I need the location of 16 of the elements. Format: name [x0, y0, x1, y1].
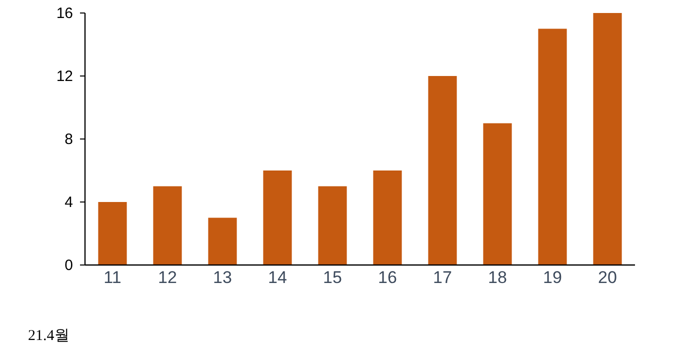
y-tick-label: 4 — [64, 194, 73, 211]
y-tick-label: 16 — [56, 5, 73, 22]
x-tick-label: 14 — [268, 268, 287, 287]
x-tick-label: 11 — [104, 268, 122, 287]
y-tick-label: 12 — [56, 68, 73, 85]
x-tick-label: 19 — [543, 268, 562, 287]
y-tick-label: 8 — [64, 131, 73, 148]
x-tick-label: 16 — [378, 268, 397, 287]
text: 21.4월 — [28, 328, 70, 344]
x-tick-label: 15 — [323, 268, 342, 287]
x-tick-label: 20 — [598, 268, 617, 287]
x-tick-label: 13 — [213, 268, 232, 287]
x-tick-label: 17 — [433, 268, 452, 287]
x-tick-label: 18 — [488, 268, 507, 287]
x-tick-label: 12 — [158, 268, 177, 287]
y-tick-label: 0 — [64, 257, 73, 274]
